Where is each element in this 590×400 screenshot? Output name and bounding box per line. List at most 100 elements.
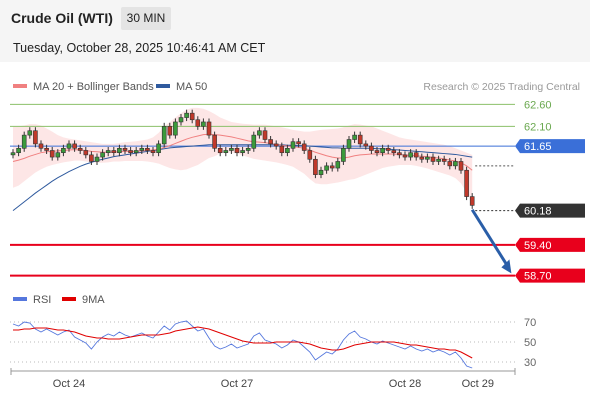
candle <box>21 134 27 149</box>
ma50-legend-swatch <box>156 84 170 88</box>
level-labels: 62.60 62.10 61.65 60.18 59.40 58.70 <box>515 99 585 283</box>
candle <box>77 147 83 151</box>
candle <box>425 156 430 160</box>
timeframe-badge[interactable]: 30 MIN <box>121 7 171 30</box>
candle <box>402 154 408 158</box>
level-label-61.65: 61.65 <box>524 141 552 153</box>
candle <box>307 150 313 160</box>
candle <box>329 165 335 169</box>
rsi-tick-50: 50 <box>524 337 536 349</box>
candle <box>27 130 33 136</box>
rsi-plot-area: 70 50 30 <box>10 317 536 369</box>
rsi-legend-swatch <box>13 297 27 301</box>
candle <box>100 152 105 158</box>
candle <box>10 152 16 156</box>
rsi-ma-legend-swatch <box>62 297 76 301</box>
candle <box>285 147 290 153</box>
rsi-line <box>12 320 473 369</box>
ma50-line <box>12 144 473 212</box>
candle <box>38 143 44 149</box>
candle <box>458 161 464 171</box>
candle <box>223 150 229 153</box>
ma20-legend-label: MA 20 + Bollinger Bands <box>33 81 154 93</box>
candle <box>16 147 21 153</box>
candle <box>234 147 240 153</box>
credit-text: Research © 2025 Trading Central <box>423 81 580 93</box>
candle <box>167 126 173 136</box>
candle <box>453 161 458 167</box>
candle <box>55 152 61 158</box>
candle <box>357 134 363 145</box>
candle <box>240 150 245 153</box>
candle <box>156 143 161 153</box>
candle <box>229 147 234 151</box>
candle <box>419 156 425 160</box>
candle <box>33 130 38 145</box>
candle <box>89 154 94 162</box>
rsi-tick-30: 30 <box>524 357 536 369</box>
candle <box>469 196 475 206</box>
candle <box>257 130 262 136</box>
candle <box>150 150 156 153</box>
level-tag-61.65 <box>515 139 585 154</box>
candle <box>161 126 167 145</box>
ma20-line <box>12 133 473 171</box>
candle <box>122 147 128 151</box>
candle <box>145 147 150 151</box>
level-label-62.10: 62.10 <box>524 121 552 133</box>
level-label-59.40: 59.40 <box>524 240 552 252</box>
candle <box>117 147 122 153</box>
chart-header: Crude Oil (WTI) 30 MIN Tuesday, October … <box>0 0 590 62</box>
candle <box>61 147 66 153</box>
candle <box>352 134 357 140</box>
candle <box>397 152 402 156</box>
candle <box>44 147 49 151</box>
rsi-ma-legend-label: 9MA <box>82 294 105 306</box>
x-tick-Oct-29: Oct 29 <box>462 378 494 390</box>
candle <box>178 117 184 123</box>
candle <box>413 152 419 158</box>
candle <box>173 121 178 136</box>
projection-arrow <box>470 208 510 269</box>
ma20-legend-swatch <box>13 84 27 88</box>
candle <box>94 156 100 162</box>
candle <box>335 161 341 169</box>
candle <box>251 134 257 149</box>
x-tick-Oct-28: Oct 28 <box>389 378 421 390</box>
candle <box>189 112 195 121</box>
main-plot-area <box>10 103 515 277</box>
candle <box>318 169 324 175</box>
candle <box>195 119 201 127</box>
candle <box>369 145 374 151</box>
rsi-legend-label: RSI <box>33 294 51 306</box>
projection-arrow-head <box>501 259 512 274</box>
candle <box>385 147 391 151</box>
candle <box>139 147 145 151</box>
candle <box>313 158 318 175</box>
level-tag-58.70 <box>515 268 585 283</box>
candle <box>217 147 223 153</box>
candle <box>66 143 72 149</box>
candle <box>212 134 217 149</box>
candle <box>346 139 352 149</box>
candle <box>436 158 441 162</box>
candle <box>279 145 285 153</box>
level-label-60.18: 60.18 <box>524 206 552 218</box>
x-tick-Oct-24: Oct 24 <box>53 378 85 390</box>
level-tag-59.40 <box>515 237 585 252</box>
level-label-58.70: 58.70 <box>524 271 552 283</box>
candle <box>363 143 369 147</box>
candle <box>105 150 111 153</box>
candle <box>441 158 447 162</box>
candle <box>128 150 133 153</box>
candle <box>72 143 77 149</box>
x-axis: Oct 24 Oct 27 Oct 28 Oct 29 <box>10 368 516 390</box>
candle <box>324 165 329 171</box>
candle <box>206 121 212 136</box>
level-label-62.60: 62.60 <box>524 99 552 111</box>
timestamp: Tuesday, October 28, 2025 10:46:41 AM CE… <box>13 41 266 55</box>
candle <box>374 150 380 153</box>
candle <box>464 169 469 197</box>
candle <box>380 147 385 153</box>
candle <box>133 150 139 153</box>
